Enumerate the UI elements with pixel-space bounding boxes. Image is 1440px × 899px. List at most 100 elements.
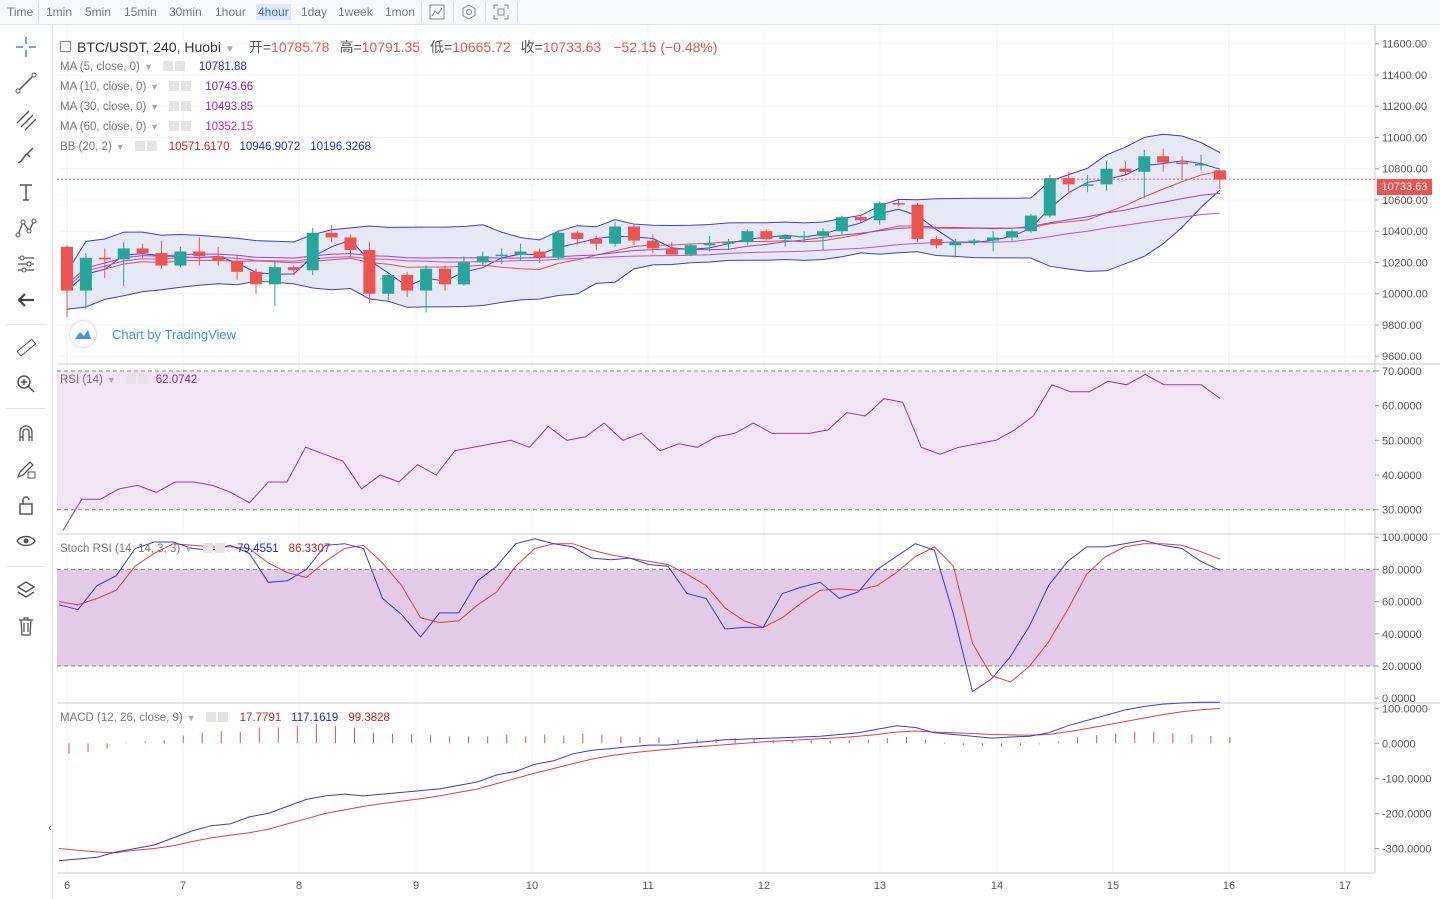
candle-down bbox=[590, 239, 603, 244]
candle-down bbox=[892, 203, 905, 205]
stoch-band bbox=[57, 569, 1375, 666]
interval-30min[interactable]: 30min bbox=[169, 5, 202, 19]
candle-down bbox=[628, 226, 640, 241]
lock-icon[interactable] bbox=[13, 492, 39, 518]
trash-icon[interactable] bbox=[13, 613, 39, 639]
time-tick-label: 15 bbox=[1107, 880, 1119, 892]
rsi-tick-label: 60.0000 bbox=[1382, 401, 1422, 413]
ma30-legend: MA (30, close, 0) ▼ 10493.85 bbox=[60, 100, 253, 114]
time-tick-label: 11 bbox=[642, 880, 653, 892]
close-icon[interactable] bbox=[181, 121, 192, 131]
chevron-down-icon[interactable]: ▼ bbox=[150, 102, 160, 112]
time-tick-label: 14 bbox=[991, 880, 1003, 892]
chevron-down-icon[interactable]: ▼ bbox=[150, 82, 160, 92]
interval-time[interactable]: Time bbox=[7, 5, 34, 19]
lock-drawing-icon[interactable] bbox=[13, 456, 39, 482]
candle-up bbox=[798, 235, 811, 238]
settings-icon[interactable] bbox=[169, 101, 180, 111]
chevron-down-icon[interactable]: ▼ bbox=[115, 142, 125, 152]
interval-1hour[interactable]: 1hour bbox=[215, 5, 246, 19]
chevron-down-icon[interactable]: ▼ bbox=[186, 713, 196, 723]
interval-15min[interactable]: 15min bbox=[124, 5, 157, 19]
interval-1day[interactable]: 1day bbox=[301, 5, 328, 19]
settings-icon[interactable] bbox=[169, 81, 180, 91]
candle-down bbox=[61, 246, 73, 291]
fib-icon[interactable] bbox=[13, 107, 39, 133]
rsi-value: 62.0742 bbox=[155, 374, 198, 386]
watermark-text: Chart by TradingView bbox=[112, 326, 237, 342]
trend-line-icon[interactable] bbox=[13, 70, 39, 96]
fullscreen-icon[interactable] bbox=[492, 3, 510, 21]
chevron-down-icon[interactable]: ▼ bbox=[106, 375, 116, 385]
interval-1week[interactable]: 1week bbox=[338, 5, 373, 19]
ma10-legend: MA (10, close, 0) ▼ 10743.66 bbox=[60, 80, 253, 94]
candle-down bbox=[325, 232, 338, 238]
settings-icon[interactable] bbox=[125, 374, 136, 384]
prediction-icon[interactable] bbox=[13, 251, 39, 277]
interval-1mon[interactable]: 1mon bbox=[385, 5, 416, 19]
settings-icon[interactable] bbox=[205, 712, 216, 722]
layers-icon[interactable] bbox=[13, 577, 39, 603]
stoch-label[interactable]: Stoch RSI (14, 14, 3, 3) bbox=[60, 543, 181, 555]
collapse-icon[interactable] bbox=[60, 41, 71, 52]
close-icon[interactable] bbox=[217, 712, 228, 722]
ma60-label[interactable]: MA (60, close, 0) bbox=[60, 121, 147, 133]
interval-4hour[interactable]: 4hour bbox=[256, 4, 291, 20]
ma10-label[interactable]: MA (10, close, 0) bbox=[60, 81, 147, 93]
macd-value: 117.1619 bbox=[291, 712, 339, 724]
settings-icon[interactable] bbox=[162, 61, 173, 71]
close-icon[interactable] bbox=[137, 374, 148, 384]
candle-up bbox=[703, 243, 716, 246]
stoch-tick-label: 60.0000 bbox=[1382, 597, 1422, 609]
symbol-title[interactable]: BTC/USDT, 240, Huobi bbox=[77, 39, 221, 55]
candle-up bbox=[722, 242, 735, 244]
rsi-line bbox=[62, 373, 1221, 531]
chevron-down-icon[interactable]: ▼ bbox=[150, 122, 160, 132]
candle-up bbox=[457, 262, 470, 285]
close-icon[interactable] bbox=[181, 101, 192, 111]
interval-5min[interactable]: 5min bbox=[85, 5, 112, 19]
settings-icon[interactable] bbox=[203, 543, 214, 553]
magnet-icon[interactable] bbox=[13, 420, 39, 446]
ruler-icon[interactable] bbox=[13, 335, 39, 361]
candle-down bbox=[1062, 178, 1075, 185]
settings-icon[interactable] bbox=[460, 3, 478, 21]
chevron-down-icon[interactable]: ▼ bbox=[184, 544, 194, 554]
brush-icon[interactable] bbox=[13, 143, 39, 169]
price-tick-label: 10000.00 bbox=[1382, 289, 1428, 301]
candle-up bbox=[779, 235, 792, 240]
settings-icon[interactable] bbox=[169, 121, 180, 131]
chart-canvas[interactable]: 9600.00 9800.00 10000.00 10200.00 10400.00 10… bbox=[0, 25, 1440, 899]
time-tick-label: 6 bbox=[64, 880, 70, 892]
candle-down bbox=[665, 248, 678, 255]
chevron-down-icon[interactable]: ▼ bbox=[143, 62, 153, 72]
chart-type-icon[interactable] bbox=[428, 3, 446, 21]
low-value: 10665.72 bbox=[452, 39, 511, 55]
close-icon[interactable] bbox=[215, 543, 226, 553]
divider bbox=[6, 408, 46, 409]
back-arrow-icon[interactable] bbox=[13, 287, 39, 313]
interval-1min[interactable]: 1min bbox=[46, 5, 73, 19]
ma5-label[interactable]: MA (5, close, 0) bbox=[60, 61, 140, 73]
close-icon[interactable] bbox=[181, 81, 192, 91]
close-label: 收= bbox=[520, 39, 543, 55]
stoch-k-line bbox=[58, 538, 1221, 693]
ma30-label[interactable]: MA (30, close, 0) bbox=[60, 101, 147, 113]
close-icon[interactable] bbox=[146, 141, 157, 151]
settings-icon[interactable] bbox=[134, 141, 145, 151]
candle-up bbox=[1138, 156, 1151, 172]
rsi-label[interactable]: RSI (14) bbox=[60, 374, 103, 386]
text-icon[interactable] bbox=[13, 179, 39, 205]
eye-icon[interactable] bbox=[13, 528, 39, 554]
bollinger-upper-line bbox=[66, 133, 1221, 273]
close-icon[interactable] bbox=[174, 61, 185, 71]
tradingview-watermark[interactable]: Chart by TradingView bbox=[70, 320, 236, 348]
chevron-down-icon[interactable]: ▼ bbox=[224, 44, 235, 55]
top-toolbar: Time 1min 5min 15min 30min 1hour 4hour 1… bbox=[0, 0, 1440, 25]
crosshair-icon[interactable] bbox=[13, 34, 39, 60]
pattern-icon[interactable] bbox=[13, 215, 39, 241]
bb-label[interactable]: BB (20, 2) bbox=[60, 141, 112, 153]
macd-label[interactable]: MACD (12, 26, close, 9) bbox=[60, 712, 183, 724]
zoom-in-icon[interactable] bbox=[13, 371, 39, 397]
bb-value-1: 10571.6170 bbox=[168, 141, 230, 153]
